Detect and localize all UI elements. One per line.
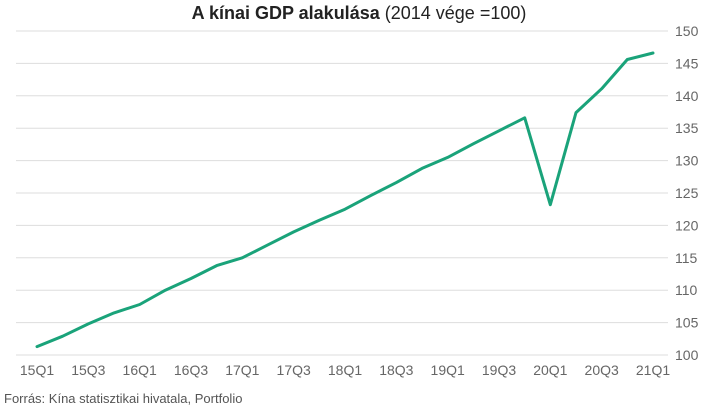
y-tick-label: 150	[675, 23, 699, 39]
x-axis-tick-labels: 15Q1 15Q3 16Q1 16Q3 17Q1 17Q3 18Q1 18Q3 19Q1 19Q3…	[20, 362, 670, 378]
y-tick-label: 115	[675, 250, 698, 266]
y-tick-label: 130	[675, 153, 699, 169]
y-tick-label: 105	[675, 315, 699, 331]
series-line-0	[35, 51, 655, 349]
gridlines	[16, 30, 668, 356]
chart-title-main: A kínai GDP alakulása	[191, 3, 380, 23]
y-tick-label: 125	[675, 185, 699, 201]
x-tick-label: 15Q3	[71, 362, 105, 378]
y-tick-label: 135	[675, 120, 699, 136]
y-tick-label: 110	[675, 282, 698, 298]
x-tick-label: 16Q3	[174, 362, 208, 378]
x-tick-label: 16Q1	[123, 362, 157, 378]
y-tick-label: 140	[675, 88, 699, 104]
y-tick-label: 120	[675, 217, 699, 233]
x-tick-label: 20Q1	[533, 362, 567, 378]
source-note: Forrás: Kína statisztikai hivatala, Port…	[4, 391, 243, 406]
chart-title: A kínai GDP alakulása (2014 vége =100)	[0, 3, 718, 24]
x-tick-label: 17Q3	[277, 362, 311, 378]
y-tick-label: 145	[675, 55, 699, 71]
series-layer	[35, 51, 655, 349]
x-tick-label: 21Q1	[636, 362, 670, 378]
x-tick-label: 19Q1	[431, 362, 465, 378]
x-tick-label: 20Q3	[585, 362, 619, 378]
x-tick-label: 15Q1	[20, 362, 54, 378]
x-tick-label: 18Q1	[328, 362, 362, 378]
x-tick-label: 17Q1	[225, 362, 259, 378]
y-axis-tick-labels: 100 105 110 115 120 125 130 135 140 145 150	[675, 23, 699, 363]
x-tick-label: 19Q3	[482, 362, 516, 378]
x-tick-label: 18Q3	[379, 362, 413, 378]
chart-title-note: (2014 vége =100)	[384, 3, 527, 23]
y-tick-label: 100	[675, 347, 699, 363]
